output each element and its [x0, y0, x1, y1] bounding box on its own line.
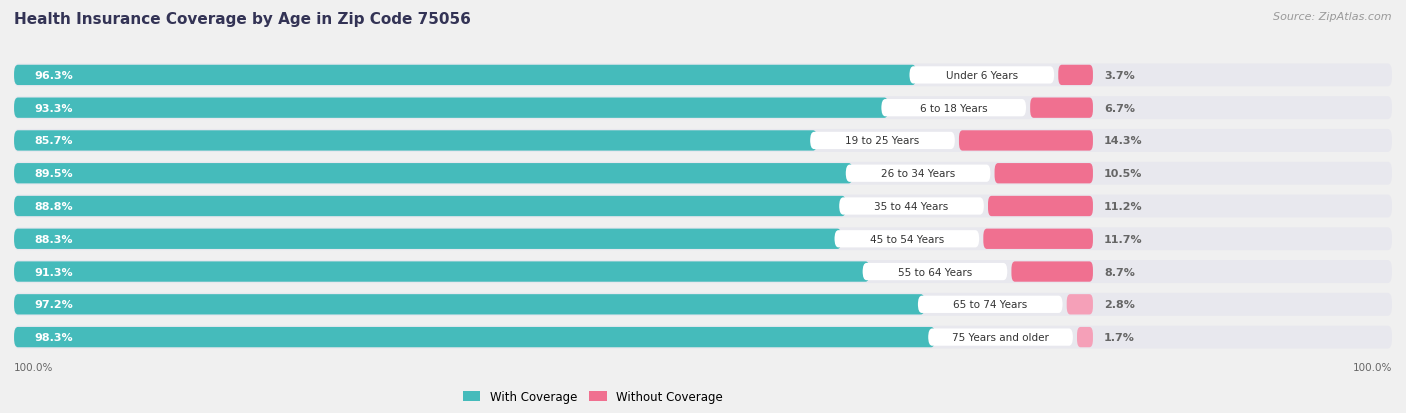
Text: 85.7%: 85.7%	[35, 136, 73, 146]
Text: 88.3%: 88.3%	[35, 234, 73, 244]
Text: 65 to 74 Years: 65 to 74 Years	[953, 299, 1028, 310]
FancyBboxPatch shape	[928, 329, 1073, 346]
FancyBboxPatch shape	[910, 67, 1054, 84]
FancyBboxPatch shape	[810, 133, 955, 150]
FancyBboxPatch shape	[14, 293, 1392, 316]
FancyBboxPatch shape	[983, 229, 1092, 249]
Text: 98.3%: 98.3%	[35, 332, 73, 342]
FancyBboxPatch shape	[14, 326, 1392, 349]
FancyBboxPatch shape	[14, 327, 935, 347]
Text: 100.0%: 100.0%	[1353, 362, 1392, 372]
FancyBboxPatch shape	[14, 294, 925, 315]
Text: 11.2%: 11.2%	[1104, 202, 1143, 211]
FancyBboxPatch shape	[14, 130, 1392, 152]
FancyBboxPatch shape	[14, 196, 846, 217]
FancyBboxPatch shape	[1067, 294, 1092, 315]
Text: 96.3%: 96.3%	[35, 71, 73, 81]
FancyBboxPatch shape	[14, 97, 1392, 120]
Text: 14.3%: 14.3%	[1104, 136, 1143, 146]
FancyBboxPatch shape	[1059, 66, 1092, 86]
Text: 3.7%: 3.7%	[1104, 71, 1135, 81]
FancyBboxPatch shape	[14, 66, 917, 86]
Text: 100.0%: 100.0%	[14, 362, 53, 372]
Text: Source: ZipAtlas.com: Source: ZipAtlas.com	[1274, 12, 1392, 22]
FancyBboxPatch shape	[994, 164, 1092, 184]
Text: 6.7%: 6.7%	[1104, 103, 1135, 114]
Text: 88.8%: 88.8%	[35, 202, 73, 211]
Text: Under 6 Years: Under 6 Years	[946, 71, 1018, 81]
Text: 1.7%: 1.7%	[1104, 332, 1135, 342]
Text: 2.8%: 2.8%	[1104, 299, 1135, 310]
FancyBboxPatch shape	[863, 263, 1007, 280]
Text: 75 Years and older: 75 Years and older	[952, 332, 1049, 342]
FancyBboxPatch shape	[14, 98, 889, 119]
FancyBboxPatch shape	[959, 131, 1092, 151]
FancyBboxPatch shape	[882, 100, 1026, 117]
Text: Health Insurance Coverage by Age in Zip Code 75056: Health Insurance Coverage by Age in Zip …	[14, 12, 471, 27]
Legend: With Coverage, Without Coverage: With Coverage, Without Coverage	[458, 385, 728, 408]
FancyBboxPatch shape	[14, 131, 817, 151]
Text: 19 to 25 Years: 19 to 25 Years	[845, 136, 920, 146]
FancyBboxPatch shape	[14, 261, 1392, 283]
Text: 26 to 34 Years: 26 to 34 Years	[882, 169, 955, 179]
FancyBboxPatch shape	[1031, 98, 1092, 119]
FancyBboxPatch shape	[846, 165, 990, 183]
FancyBboxPatch shape	[835, 230, 979, 248]
FancyBboxPatch shape	[988, 196, 1092, 217]
FancyBboxPatch shape	[14, 262, 869, 282]
FancyBboxPatch shape	[14, 162, 1392, 185]
Text: 11.7%: 11.7%	[1104, 234, 1143, 244]
Text: 35 to 44 Years: 35 to 44 Years	[875, 202, 949, 211]
Text: 10.5%: 10.5%	[1104, 169, 1142, 179]
Text: 97.2%: 97.2%	[35, 299, 73, 310]
FancyBboxPatch shape	[1077, 327, 1092, 347]
FancyBboxPatch shape	[918, 296, 1063, 313]
FancyBboxPatch shape	[14, 229, 841, 249]
FancyBboxPatch shape	[1011, 262, 1092, 282]
FancyBboxPatch shape	[14, 195, 1392, 218]
FancyBboxPatch shape	[14, 164, 852, 184]
Text: 93.3%: 93.3%	[35, 103, 73, 114]
FancyBboxPatch shape	[14, 64, 1392, 87]
Text: 45 to 54 Years: 45 to 54 Years	[870, 234, 943, 244]
Text: 89.5%: 89.5%	[35, 169, 73, 179]
Text: 8.7%: 8.7%	[1104, 267, 1135, 277]
FancyBboxPatch shape	[839, 198, 984, 215]
Text: 6 to 18 Years: 6 to 18 Years	[920, 103, 987, 114]
FancyBboxPatch shape	[14, 228, 1392, 251]
Text: 91.3%: 91.3%	[35, 267, 73, 277]
Text: 55 to 64 Years: 55 to 64 Years	[898, 267, 972, 277]
